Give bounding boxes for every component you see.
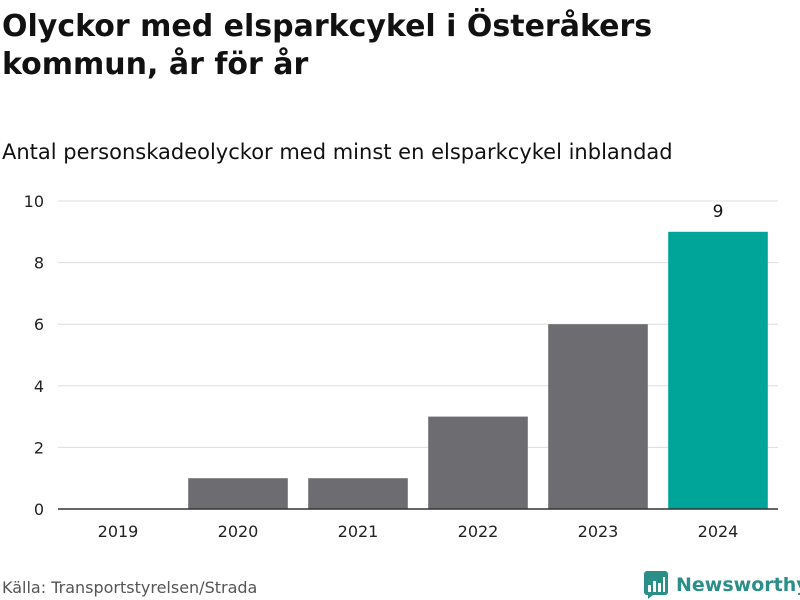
data-labels: 9 — [713, 202, 724, 222]
gridlines — [58, 200, 778, 448]
y-tick-label: 0 — [34, 500, 44, 519]
newsworthy-logo-icon — [644, 571, 668, 599]
bar-2023 — [548, 324, 648, 509]
bar-chart: 0 2 4 6 8 10 9 2019 2020 2021 2022 2023 2024 — [24, 192, 778, 541]
x-tick-label: 2019 — [98, 522, 139, 541]
bar-2022 — [428, 416, 528, 509]
brand-name: Newsworthy — [676, 574, 800, 596]
bar-2020 — [188, 478, 288, 509]
bars — [188, 231, 768, 510]
bar-2024 — [668, 231, 768, 510]
y-axis-ticks: 0 2 4 6 8 10 — [24, 192, 44, 519]
source-note: Källa: Transportstyrelsen/Strada — [2, 578, 258, 597]
data-label: 9 — [713, 202, 724, 222]
x-tick-label: 2022 — [458, 522, 499, 541]
x-tick-label: 2023 — [578, 522, 619, 541]
chart-subtitle: Antal personskadeolyckor med minst en el… — [2, 140, 673, 164]
y-tick-label: 10 — [24, 192, 44, 211]
y-tick-label: 4 — [34, 377, 44, 396]
x-tick-label: 2021 — [338, 522, 379, 541]
x-axis-ticks: 2019 2020 2021 2022 2023 2024 — [98, 522, 739, 541]
chart-title: Olyckor med elsparkcykel i Österåkers ko… — [2, 9, 653, 82]
bar-2021 — [308, 478, 408, 509]
x-tick-label: 2024 — [698, 522, 739, 541]
y-tick-label: 2 — [34, 438, 44, 457]
y-tick-label: 8 — [34, 254, 44, 273]
brand-logo: Newsworthy — [644, 570, 800, 600]
x-tick-label: 2020 — [218, 522, 259, 541]
y-tick-label: 6 — [34, 315, 44, 334]
